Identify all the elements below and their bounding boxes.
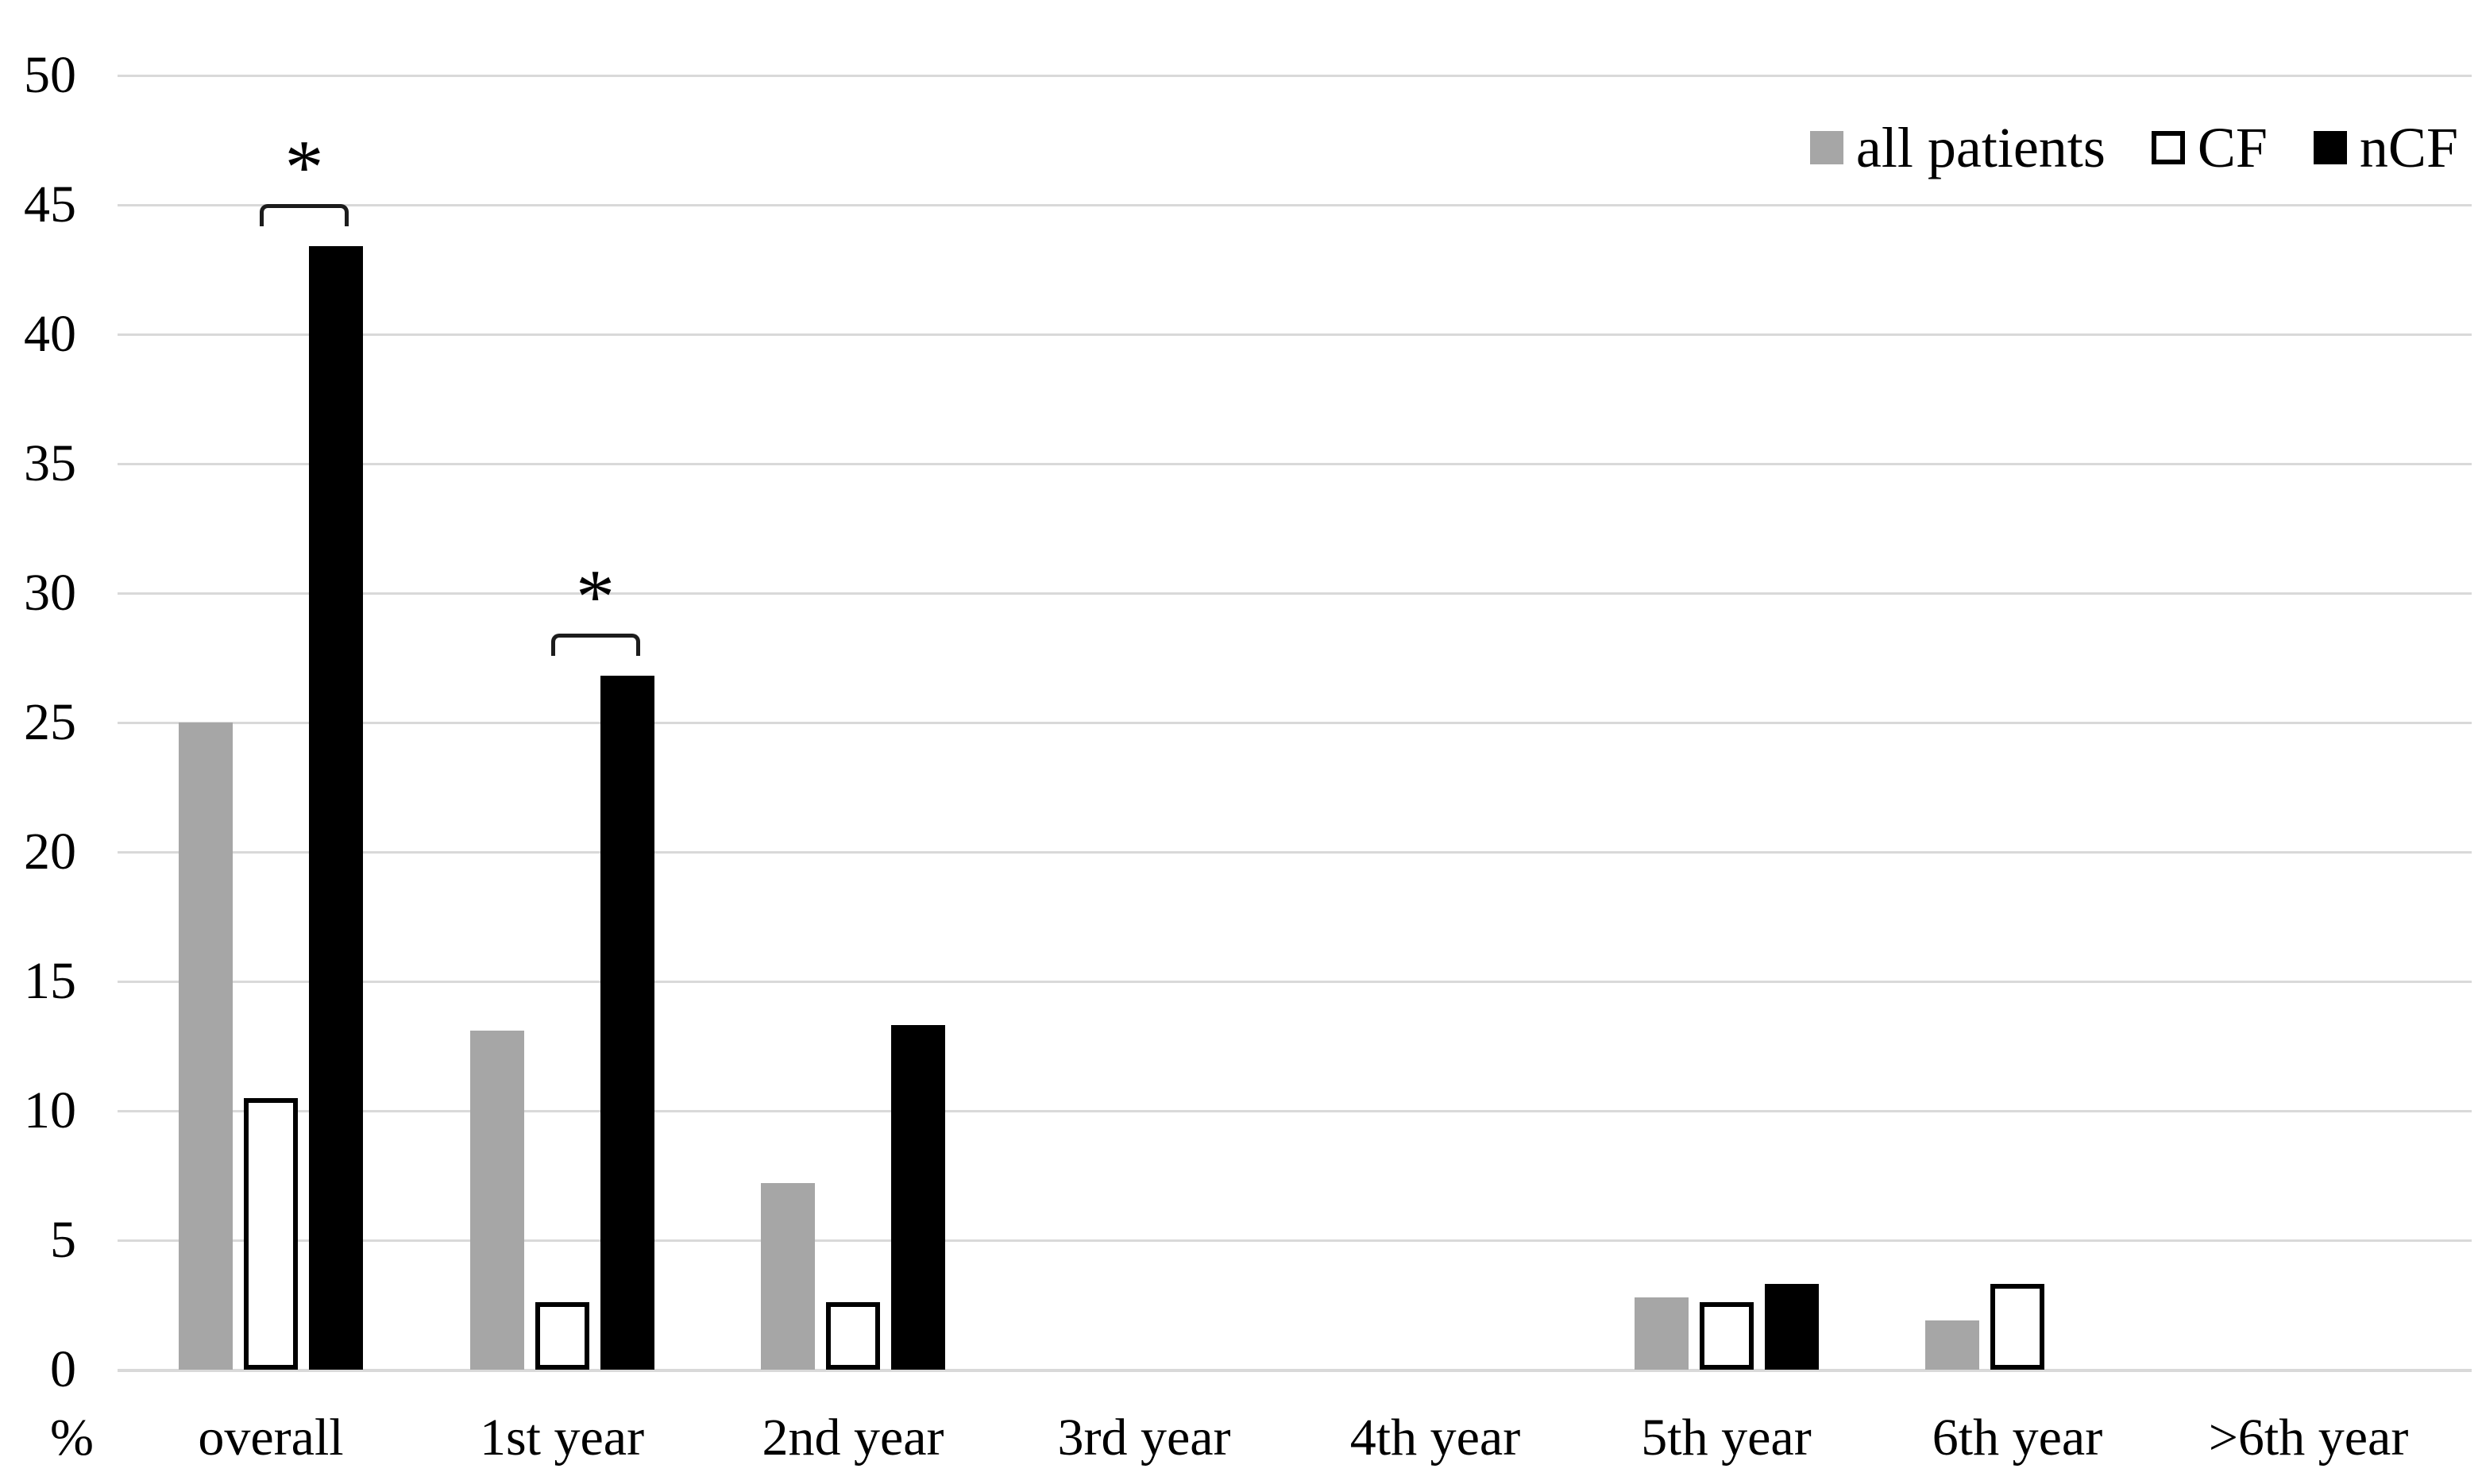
- bar-cf-1st-year: [535, 1302, 589, 1370]
- bar-ncf-overall: [309, 246, 363, 1370]
- y-tick-label: 5: [50, 1211, 76, 1269]
- gridline: [118, 1109, 2472, 1112]
- y-tick-label: 20: [24, 823, 76, 881]
- gridline: [118, 850, 2472, 854]
- x-category-label-overall: overall: [198, 1409, 344, 1467]
- x-category-label-2nd-year: 2nd year: [762, 1409, 944, 1467]
- y-tick-label: 15: [24, 952, 76, 1010]
- y-tick-label: 40: [24, 305, 76, 363]
- x-category-label-4th-year: 4th year: [1349, 1409, 1521, 1467]
- significance-bracket-1st-year: [550, 634, 640, 657]
- bar-ncf-1st-year: [600, 676, 654, 1370]
- gridline: [118, 462, 2472, 465]
- y-tick-label: 35: [24, 434, 76, 492]
- bar-all-patients-2nd-year: [761, 1183, 815, 1370]
- legend-label: all patients: [1855, 116, 2106, 179]
- gridline: [118, 980, 2472, 983]
- bar-all-patients-5th-year: [1634, 1297, 1689, 1370]
- significance-asterisk-overall: *: [284, 125, 324, 211]
- significance-asterisk-1st-year: *: [576, 554, 615, 641]
- legend: all patients CF nCF: [1809, 116, 2458, 179]
- legend-item-all-patients: all patients: [1809, 116, 2106, 179]
- significance-bracket-overall: [260, 204, 349, 227]
- bar-all-patients-1st-year: [469, 1030, 524, 1370]
- legend-swatch-icon: [1809, 131, 1843, 164]
- gridline: [118, 74, 2472, 77]
- x-category-label-6th-year: >6th year: [2208, 1409, 2409, 1467]
- x-axis-baseline: [118, 1368, 2472, 1372]
- y-tick-label: 50: [24, 46, 76, 104]
- gridline: [118, 203, 2472, 206]
- y-tick-label: 45: [24, 175, 76, 233]
- legend-item-cf: CF: [2151, 116, 2268, 179]
- gridline: [118, 1239, 2472, 1242]
- y-tick-label: 25: [24, 693, 76, 751]
- y-tick-label: 10: [24, 1081, 76, 1139]
- bar-ncf-5th-year: [1764, 1284, 1819, 1370]
- bar-ncf-2nd-year: [891, 1025, 945, 1370]
- legend-swatch-icon: [2313, 131, 2347, 164]
- bar-cf-6th-year: [1990, 1284, 2044, 1370]
- bar-all-patients-overall: [179, 723, 233, 1370]
- y-axis-unit-label: %: [50, 1409, 94, 1467]
- y-tick-label: 30: [24, 564, 76, 622]
- legend-item-ncf: nCF: [2313, 116, 2458, 179]
- bar-all-patients-6th-year: [1925, 1320, 1979, 1370]
- x-category-label-3rd-year: 3rd year: [1057, 1409, 1231, 1467]
- gridline: [118, 333, 2472, 336]
- bar-cf-5th-year: [1699, 1302, 1754, 1370]
- bar-cf-overall: [244, 1097, 298, 1370]
- x-category-label-5th-year: 5th year: [1641, 1409, 1812, 1467]
- x-category-label-6th-year: 6th year: [1932, 1409, 2103, 1467]
- gridline: [118, 721, 2472, 724]
- legend-swatch-icon: [2151, 131, 2185, 164]
- y-tick-label: 0: [50, 1340, 76, 1398]
- legend-label: CF: [2197, 116, 2268, 179]
- bar-cf-2nd-year: [826, 1302, 880, 1370]
- gridline: [118, 592, 2472, 595]
- legend-label: nCF: [2359, 116, 2458, 179]
- x-category-label-1st-year: 1st year: [479, 1409, 645, 1467]
